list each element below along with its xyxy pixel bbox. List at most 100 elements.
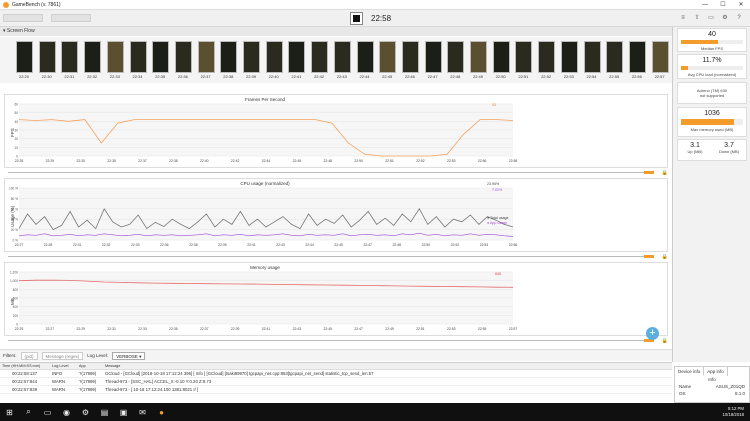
screenshot-thumbnail[interactable] — [220, 41, 238, 73]
lock-icon[interactable]: 🔒 — [661, 254, 668, 260]
device-info-panel: Device info App info Info Name ASUS_Z01QD… — [674, 366, 750, 403]
store-icon[interactable]: ▣ — [119, 407, 128, 417]
add-marker-button[interactable]: + — [646, 327, 659, 340]
fps-current: 53 — [492, 103, 496, 107]
x-tick-label: 22:56 — [478, 159, 487, 163]
settings-icon[interactable]: ⚙ — [722, 15, 728, 21]
log-row[interactable]: 00:22:57:844 WARN ?(17999) Thread-973 - … — [0, 378, 672, 386]
x-tick-label: 22:45 — [324, 327, 333, 331]
mail-icon[interactable]: ✉ — [139, 407, 146, 417]
screenshot-thumbnail[interactable] — [470, 41, 487, 73]
x-tick-label: 22:39 — [218, 243, 227, 247]
screenshot-thumbnail[interactable] — [197, 41, 215, 73]
folder-icon[interactable]: ▭ — [708, 15, 714, 21]
screenshot-thumbnail[interactable] — [288, 41, 306, 73]
screenshot-thumbnail[interactable] — [265, 41, 283, 73]
thumbnail-time: 22:32 — [87, 74, 98, 79]
screenshot-thumbnail[interactable] — [38, 41, 56, 73]
screenshot-thumbnail[interactable] — [379, 41, 397, 73]
screenshot-thumbnail[interactable] — [628, 41, 646, 73]
memory-scrollbar[interactable]: 🔒 — [0, 337, 672, 344]
task-view-icon[interactable]: ▭ — [43, 407, 52, 417]
tab-app-info[interactable]: App info — [704, 367, 728, 376]
col-message[interactable]: Message — [105, 364, 121, 368]
log-level: INFO — [52, 371, 63, 376]
y-tick-label: 60 — [14, 103, 18, 107]
col-time[interactable]: Time (HH:MM:SS:mm) — [2, 364, 41, 368]
file-explorer-icon[interactable]: ▤ — [100, 407, 109, 417]
x-tick-label: 22:44 — [305, 243, 314, 247]
thumbnail-time: 22:47 — [427, 74, 438, 79]
screenshot-thumbnail[interactable] — [174, 41, 192, 73]
screenshot-thumbnail[interactable] — [333, 41, 351, 73]
log-message: Thread-973 - [SSC_HAL] ACCEL_X:-0.10 Y:0… — [105, 379, 212, 384]
log-app: ?(17999) — [79, 379, 97, 384]
memory-ylabel: MB — [10, 298, 15, 305]
thumbnail-time: 22:41 — [291, 74, 302, 79]
gamebench-taskbar-icon[interactable]: ● — [159, 407, 164, 417]
cpu-scrollbar[interactable]: 🔒 — [0, 253, 672, 260]
median-fps-bar — [681, 40, 743, 44]
lock-icon[interactable]: 🔒 — [661, 338, 668, 344]
screenshot-thumbnail[interactable] — [152, 41, 170, 73]
col-level[interactable]: Log Level — [52, 364, 69, 368]
screenshot-thumbnail[interactable] — [606, 41, 624, 73]
screenshot-thumbnail[interactable] — [84, 41, 102, 73]
y-tick-label: 200 — [13, 314, 19, 318]
x-tick-label: 22:33 — [138, 327, 147, 331]
app-selector[interactable] — [51, 14, 91, 22]
x-tick-label: 22:37 — [200, 327, 209, 331]
screenshot-thumbnail[interactable] — [106, 41, 124, 73]
lock-icon[interactable]: 🔒 — [661, 170, 668, 176]
screenshot-thumbnail[interactable] — [243, 41, 260, 73]
list-icon[interactable]: ≡ — [681, 15, 685, 21]
log-level: WARN — [52, 379, 65, 384]
xbox-icon[interactable]: ◉ — [63, 407, 70, 417]
screenshot-thumbnail[interactable] — [16, 41, 33, 73]
col-app[interactable]: App — [79, 364, 86, 368]
log-level-select[interactable]: VERBOSE ▾ — [112, 351, 146, 360]
screenshot-thumbnail[interactable] — [61, 41, 79, 73]
screenshot-thumbnail[interactable] — [447, 41, 465, 73]
app-filter-input[interactable]: (pid) — [20, 351, 38, 360]
cpu-ylabel: Usage (%) — [10, 205, 15, 227]
screen-flow-header[interactable]: ▾ Screen Flow — [0, 27, 672, 36]
screen-flow-strip[interactable]: 22:20 22:30 22:31 22:32 22:33 22:34 22:35 22:36… — [0, 37, 672, 83]
screenshot-thumbnail[interactable] — [651, 41, 669, 73]
screenshot-thumbnail[interactable] — [356, 41, 374, 73]
log-filters: Filters: (pid) Message (regex) Log Level… — [0, 349, 672, 361]
screenshot-thumbnail[interactable] — [583, 41, 601, 73]
screenshot-thumbnail[interactable] — [560, 41, 578, 73]
windows-start-icon[interactable]: ⊞ — [6, 407, 13, 417]
x-tick-label: 22:48 — [393, 243, 402, 247]
screenshot-thumbnail[interactable] — [401, 41, 419, 73]
thumbnail-time: 22:38 — [223, 74, 234, 79]
fps-scrollbar[interactable]: 🔒 — [0, 169, 672, 176]
screenshot-thumbnail[interactable] — [492, 41, 510, 73]
cpu-load-bar — [681, 66, 743, 70]
device-selector[interactable] — [3, 14, 43, 22]
search-icon[interactable]: ⌕ — [26, 407, 31, 416]
settings-icon[interactable]: ⚙ — [81, 407, 90, 417]
x-tick-label: 22:55 — [478, 327, 487, 331]
x-tick-label: 22:29 — [77, 327, 86, 331]
log-row[interactable]: 00:22:57:839 WARN ?(17999) Thread-973 - … — [0, 386, 672, 394]
help-icon[interactable]: ? — [737, 15, 741, 21]
message-filter-input[interactable]: Message (regex) — [41, 351, 84, 360]
y-tick-label: 1,200 — [10, 271, 18, 275]
screenshot-thumbnail[interactable] — [538, 41, 556, 73]
maximize-button[interactable]: ☐ — [720, 2, 726, 8]
tab-device-info[interactable]: Device info — [675, 367, 705, 376]
screenshot-thumbnail[interactable] — [129, 41, 147, 73]
upload-icon[interactable]: ⇧ — [694, 15, 700, 21]
minimize-button[interactable]: — — [702, 2, 708, 8]
median-fps-card: 40 Median FPS — [677, 28, 747, 52]
log-row[interactable]: 00:22:58:137 INFO ?(17999) GCloud - [GCl… — [0, 370, 672, 378]
system-clock[interactable]: 5:12 PM 10/18/2018 — [722, 406, 744, 418]
screenshot-thumbnail[interactable] — [515, 41, 533, 73]
log-message: Thread-973 - [ 10-18 17:12:24.100 1381:8… — [105, 387, 199, 392]
screenshot-thumbnail[interactable] — [424, 41, 442, 73]
screenshot-thumbnail[interactable] — [311, 41, 329, 73]
stop-record-button[interactable] — [350, 12, 363, 25]
close-button[interactable]: ✕ — [738, 2, 744, 8]
